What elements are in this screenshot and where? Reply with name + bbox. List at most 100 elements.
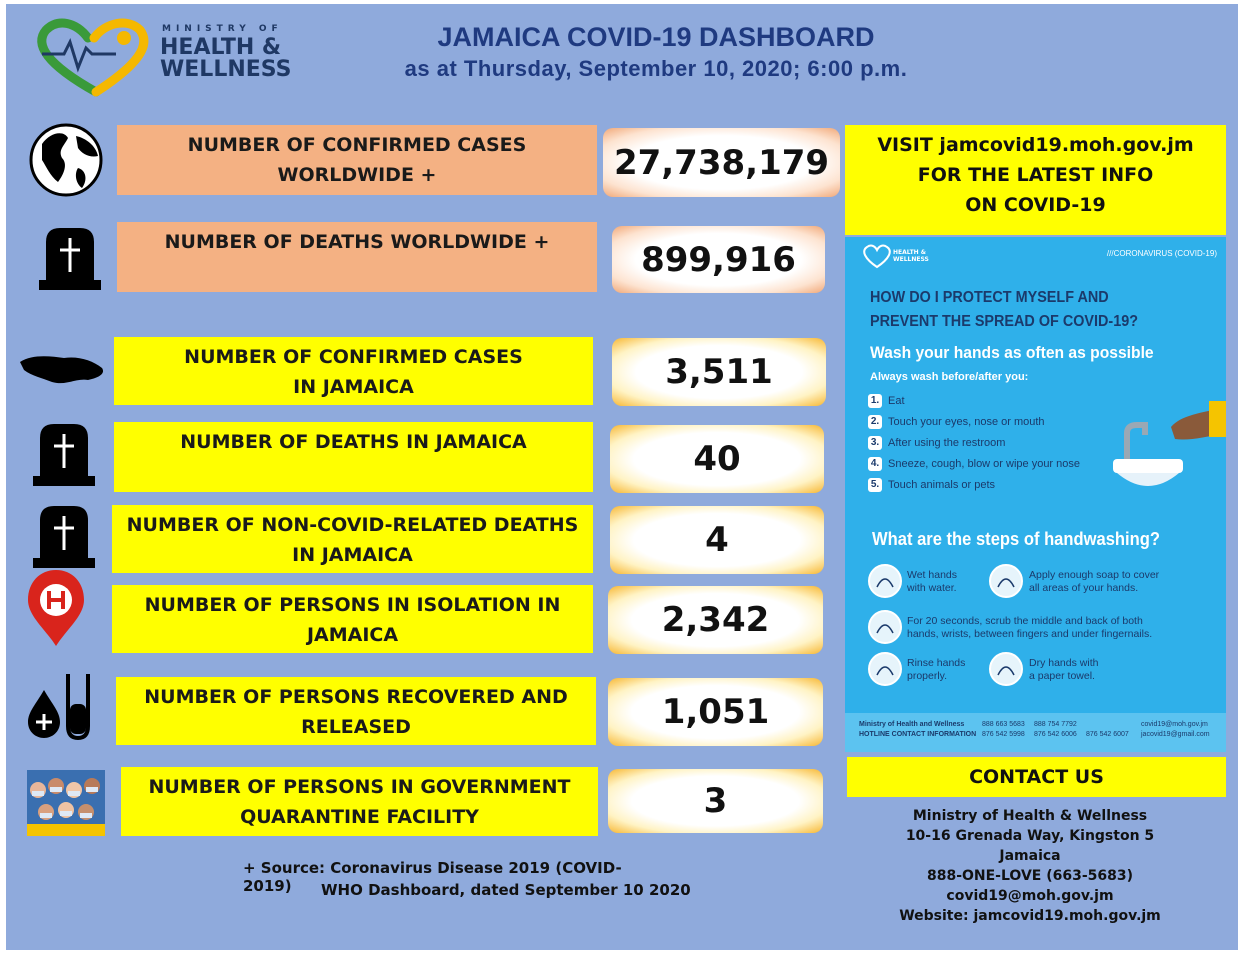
step-icon [990,653,1022,685]
sink-bowl [1117,473,1179,486]
poster-wash: Wash your hands as often as possible [870,343,1154,363]
poster-logo: HEALTH & [893,249,926,256]
stat-label-box: NUMBER OF DEATHS WORLDWIDE + [117,222,597,292]
contact-line: covid19@moh.gov.jm [845,888,1215,904]
dashboard: MINISTRY OFHEALTH &WELLNESSJAMAICA COVID… [6,4,1238,950]
stat-value: 3,511 [612,338,826,406]
poster-tag: ///CORONAVIRUS (COVID-19) [1045,249,1217,258]
stat-label: NUMBER OF DEATHS WORLDWIDE + [117,227,597,257]
list-text: Eat [888,395,905,407]
contact-line: Jamaica [845,848,1215,864]
step-text: Apply enough soap to cover [1029,569,1159,581]
visit-line: VISIT jamcovid19.moh.gov.jm [845,130,1226,160]
stat-label: RELEASED [116,712,596,742]
list-number: 3. [868,436,882,450]
contact-line: 888-ONE-LOVE (663-5683) [845,868,1215,884]
stat-value: 899,916 [612,226,825,293]
step-text: all areas of your hands. [1029,582,1138,594]
sink [1113,459,1183,473]
footnote: WHO Dashboard, dated September 10 2020 [321,881,741,899]
step-icon [869,565,901,597]
tombstone-icon-base [39,280,101,290]
step-text: For 20 seconds, scrub the middle and bac… [907,615,1143,627]
stat-value: 2,342 [608,586,823,654]
faucet [1127,425,1145,459]
step-text: Wet hands [907,569,957,581]
step-icon [869,611,901,643]
stat-value: 3 [608,769,823,833]
step-text: a paper towel. [1029,670,1095,682]
logo-figure [117,31,131,45]
quarantine-mask [80,813,92,818]
poster: HEALTH &WELLNESS ///CORONAVIRUS (COVID-19… [845,237,1226,752]
stat-label: NUMBER OF PERSONS IN ISOLATION IN [112,590,593,620]
tombstone-icon-base [33,558,95,568]
step-text: Dry hands with [1029,657,1098,669]
quarantine-mask [50,787,62,792]
step-text: properly. [907,670,947,682]
visit-line: FOR THE LATEST INFO [845,160,1226,190]
list-number: 1. [868,394,882,408]
visit-line: ON COVID-19 [845,190,1226,220]
stat-label: QUARANTINE FACILITY [121,802,598,832]
list-text: After using the restroom [888,437,1005,449]
stat-value: 4 [610,506,824,574]
quarantine-mask [60,811,72,816]
poster-always: Always wash before/after you: [870,371,1028,383]
contact-line: 10-16 Grenada Way, Kingston 5 [845,828,1215,844]
step-text: with water. [907,582,957,594]
footer-phone: 888 754 7792 [1034,721,1077,728]
sleeve [1209,401,1226,437]
footer-phone: 888 663 5683 [982,721,1025,728]
list-text: Touch animals or pets [888,479,995,491]
step-icon [869,653,901,685]
footer-org: HOTLINE CONTACT INFORMATION [859,731,976,738]
quarantine-mask [32,791,44,796]
stat-value: 1,051 [608,678,823,746]
poster-question: HOW DO I PROTECT MYSELF AND [870,289,1109,307]
list-text: Touch your eyes, nose or mouth [888,416,1045,428]
stat-value: 27,738,179 [603,128,840,197]
quarantine-mask [40,813,52,818]
stat-label: IN JAMAICA [114,372,593,402]
logo-wellness: WELLNESS [160,57,310,82]
footer-email: jacovid19@gmail.com [1141,731,1210,738]
tombstone-icon-base [33,476,95,486]
stat-label: NUMBER OF PERSONS RECOVERED AND [116,682,596,712]
recovered-tube-fill [70,704,86,734]
list-number: 2. [868,415,882,429]
stat-label: JAMAICA [112,620,593,650]
stat-label: NUMBER OF PERSONS IN GOVERNMENT [121,772,598,802]
stat-label: IN JAMAICA [112,540,593,570]
stat-label: NUMBER OF DEATHS IN JAMAICA [114,427,593,457]
contact-line: Ministry of Health & Wellness [845,808,1215,824]
logo-heart-green [42,23,96,92]
title: JAMAICA COVID-19 DASHBOARD [306,22,1006,53]
stat-label: WORLDWIDE + [117,160,597,190]
contact-line: Website: jamcovid19.moh.gov.jm [845,908,1215,924]
stat-label: NUMBER OF NON-COVID-RELATED DEATHS [112,510,593,540]
step-text: hands, wrists, between fingers and under… [907,628,1152,640]
quarantine-mask [68,791,80,796]
contact-heading: CONTACT US [847,757,1226,797]
poster-logo: WELLNESS [893,256,929,263]
quarantine-mask [86,787,98,792]
poster-question: PREVENT THE SPREAD OF COVID-19? [870,313,1138,331]
list-number: 4. [868,457,882,471]
jamaica-icon [20,356,103,383]
footer-email: covid19@moh.gov.jm [1141,721,1208,728]
step-icon [990,565,1022,597]
list-number: 5. [868,478,882,492]
list-text: Sneeze, cough, blow or wipe your nose [888,458,1080,470]
stat-label: NUMBER OF CONFIRMED CASES [114,342,593,372]
stat-label: NUMBER OF CONFIRMED CASES [117,130,597,160]
footer-phone: 876 542 6007 [1086,731,1129,738]
stat-label-box: NUMBER OF DEATHS IN JAMAICA [114,422,593,492]
steps-title: What are the steps of handwashing? [872,529,1160,550]
